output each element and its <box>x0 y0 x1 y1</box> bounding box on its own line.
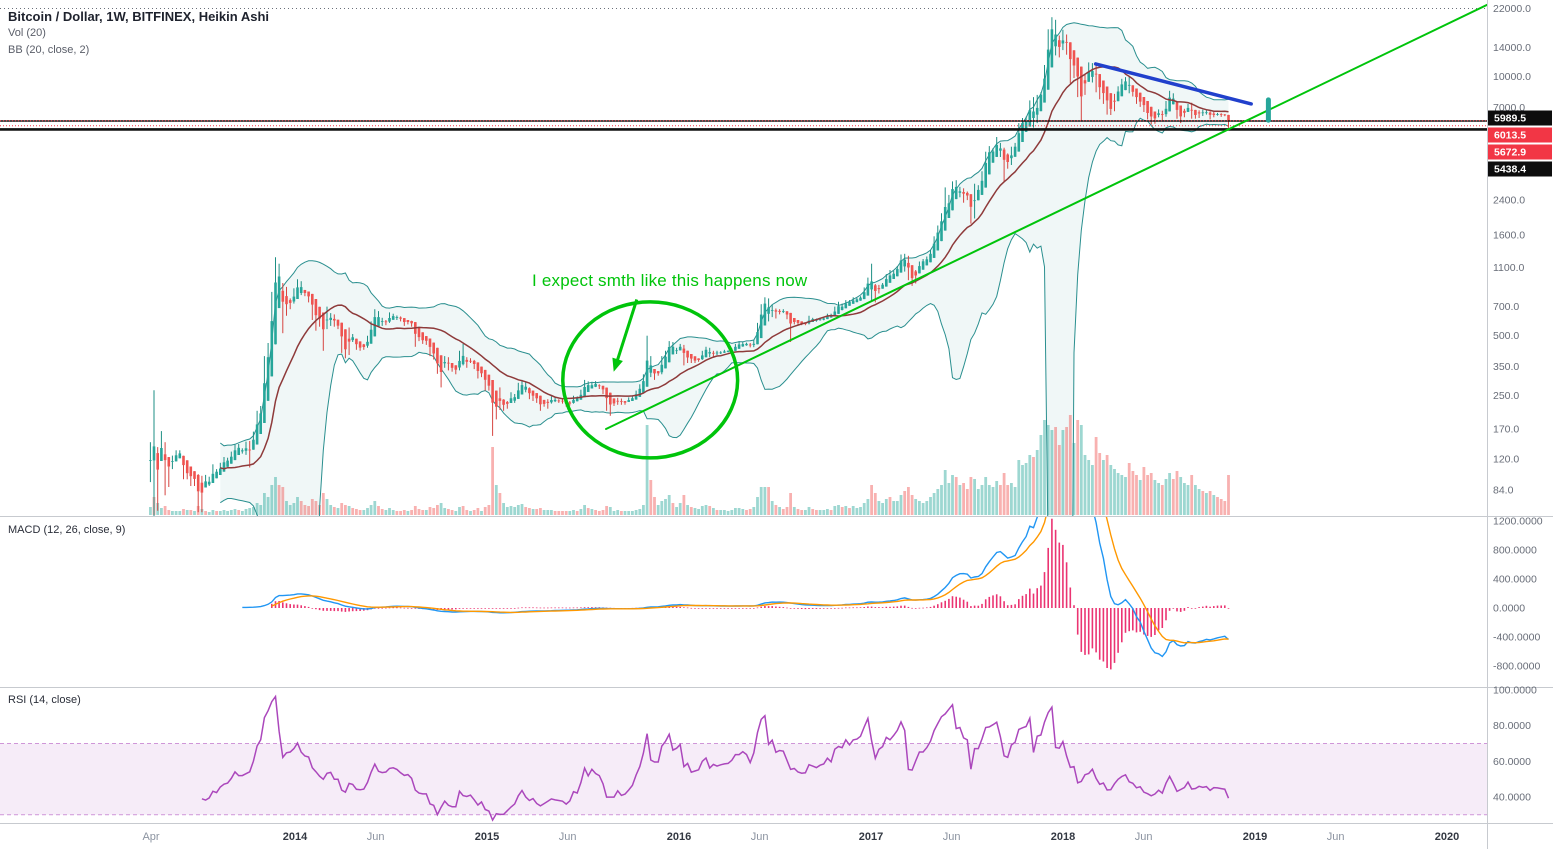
axis-tick-label: Jun <box>1327 831 1345 843</box>
descending-trendline[interactable] <box>1093 62 1253 106</box>
axis-tick-label: 100.0000 <box>1493 685 1537 697</box>
price-tag[interactable] <box>1488 127 1552 143</box>
axis-tick-label: 500.0 <box>1493 330 1519 342</box>
price-scale[interactable]: 22000.014000.010000.07000.02400.01600.01… <box>1493 3 1543 803</box>
bb-fill <box>220 22 1229 516</box>
axis-tick-label: Jun <box>751 831 769 843</box>
axis-tick-label: 170.0 <box>1493 424 1519 436</box>
axis-tick-label: 0.0000 <box>1493 603 1525 615</box>
macd-histogram <box>271 518 1230 670</box>
axis-tick-label: 700.0 <box>1493 301 1519 313</box>
axis-tick-label: 22000.0 <box>1493 3 1531 15</box>
axis-tick-label: 120.0 <box>1493 454 1519 466</box>
macd-signal-line <box>271 517 1229 644</box>
axis-tick-label: Apr <box>142 831 159 843</box>
axis-tick-label: 2018 <box>1051 831 1075 843</box>
axis-tick-label: 2015 <box>475 831 499 843</box>
rsi-band <box>0 743 1487 815</box>
axis-tick-label: 84.0 <box>1493 484 1514 496</box>
axis-tick-label: 1600.0 <box>1493 230 1525 242</box>
bb-lower <box>220 117 1229 516</box>
macd-pane[interactable] <box>242 370 1230 670</box>
price-tag[interactable] <box>1488 161 1552 177</box>
rsi-line <box>201 694 1230 822</box>
rsi-pane[interactable] <box>0 694 1487 822</box>
volume-indicator-label[interactable]: Vol (20) <box>8 27 46 39</box>
axis-tick-label: 2016 <box>667 831 691 843</box>
time-scale[interactable]: Apr 2014 Jun 2015 Jun 2016 Jun 2017 Jun 2018 Jun 20… <box>142 831 1459 843</box>
macd-indicator-label: MACD (12, 26, close, 9) <box>8 524 126 536</box>
axis-tick-label: 250.0 <box>1493 390 1519 402</box>
axis-tick-label: 1100.0 <box>1493 262 1524 274</box>
candles-layer <box>149 17 1230 516</box>
axis-tick-label: 40.0000 <box>1493 792 1531 804</box>
price-tag[interactable] <box>1488 110 1552 126</box>
long-term-trendline[interactable] <box>605 1 1495 430</box>
axis-tick-label: 5989.5 <box>1494 113 1526 125</box>
axis-tick-label: 80.0000 <box>1493 720 1531 732</box>
annotation-arrow-head[interactable] <box>612 357 623 372</box>
axis-tick-label: 800.0000 <box>1493 545 1537 557</box>
axis-tick-label: 2400.0 <box>1493 195 1525 207</box>
axis-tick-label: Jun <box>1135 831 1153 843</box>
bb-indicator-label[interactable]: BB (20, close, 2) <box>8 44 90 56</box>
annotation-arrow[interactable] <box>614 299 639 366</box>
axis-tick-label: 10000.0 <box>1493 71 1531 83</box>
price-tag[interactable] <box>1488 144 1552 160</box>
bb-basis <box>220 65 1229 470</box>
drawings-layer[interactable] <box>0 1 1495 460</box>
annotation-note[interactable]: I expect smth like this happens now <box>532 271 808 290</box>
axis-tick-label: 1200.0000 <box>1493 516 1543 528</box>
axis-tick-label: 2020 <box>1435 831 1459 843</box>
rsi-indicator-label: RSI (14, close) <box>8 694 81 706</box>
axis-tick-label: 350.0 <box>1493 361 1519 373</box>
axis-tick-label: Jun <box>559 831 577 843</box>
axis-tick-label: 5672.9 <box>1494 147 1526 159</box>
symbol-legend[interactable]: Bitcoin / Dollar, 1W, BITFINEX, Heikin A… <box>8 8 269 59</box>
price-tags[interactable]: 5989.5 6013.5 5672.9 5438.4 <box>1488 110 1552 177</box>
axis-tick-label: -400.0000 <box>1493 632 1540 644</box>
volume-layer <box>149 415 1230 515</box>
rsi-indicator-legend[interactable]: RSI (14, close) <box>8 694 81 706</box>
macd-indicator-legend[interactable]: MACD (12, 26, close, 9) <box>8 524 125 536</box>
axis-tick-label: 400.0000 <box>1493 574 1537 586</box>
axis-tick-label: 2017 <box>859 831 883 843</box>
highlight-ellipse[interactable] <box>561 300 740 460</box>
axis-tick-label: 6013.5 <box>1494 130 1526 142</box>
symbol-title: Bitcoin / Dollar, 1W, BITFINEX, Heikin A… <box>8 9 270 24</box>
axis-tick-label: -800.0000 <box>1493 661 1540 673</box>
axis-tick-label: 2019 <box>1243 831 1267 843</box>
axis-tick-label: Jun <box>367 831 385 843</box>
time-scale-background <box>0 823 1553 849</box>
axis-tick-label: 60.0000 <box>1493 756 1531 768</box>
price-pane[interactable] <box>0 1 1495 849</box>
axis-tick-label: Jun <box>943 831 961 843</box>
axis-tick-label: 14000.0 <box>1493 42 1531 54</box>
axis-tick-label: 2014 <box>283 831 308 843</box>
axis-tick-label: 5438.4 <box>1494 164 1526 176</box>
